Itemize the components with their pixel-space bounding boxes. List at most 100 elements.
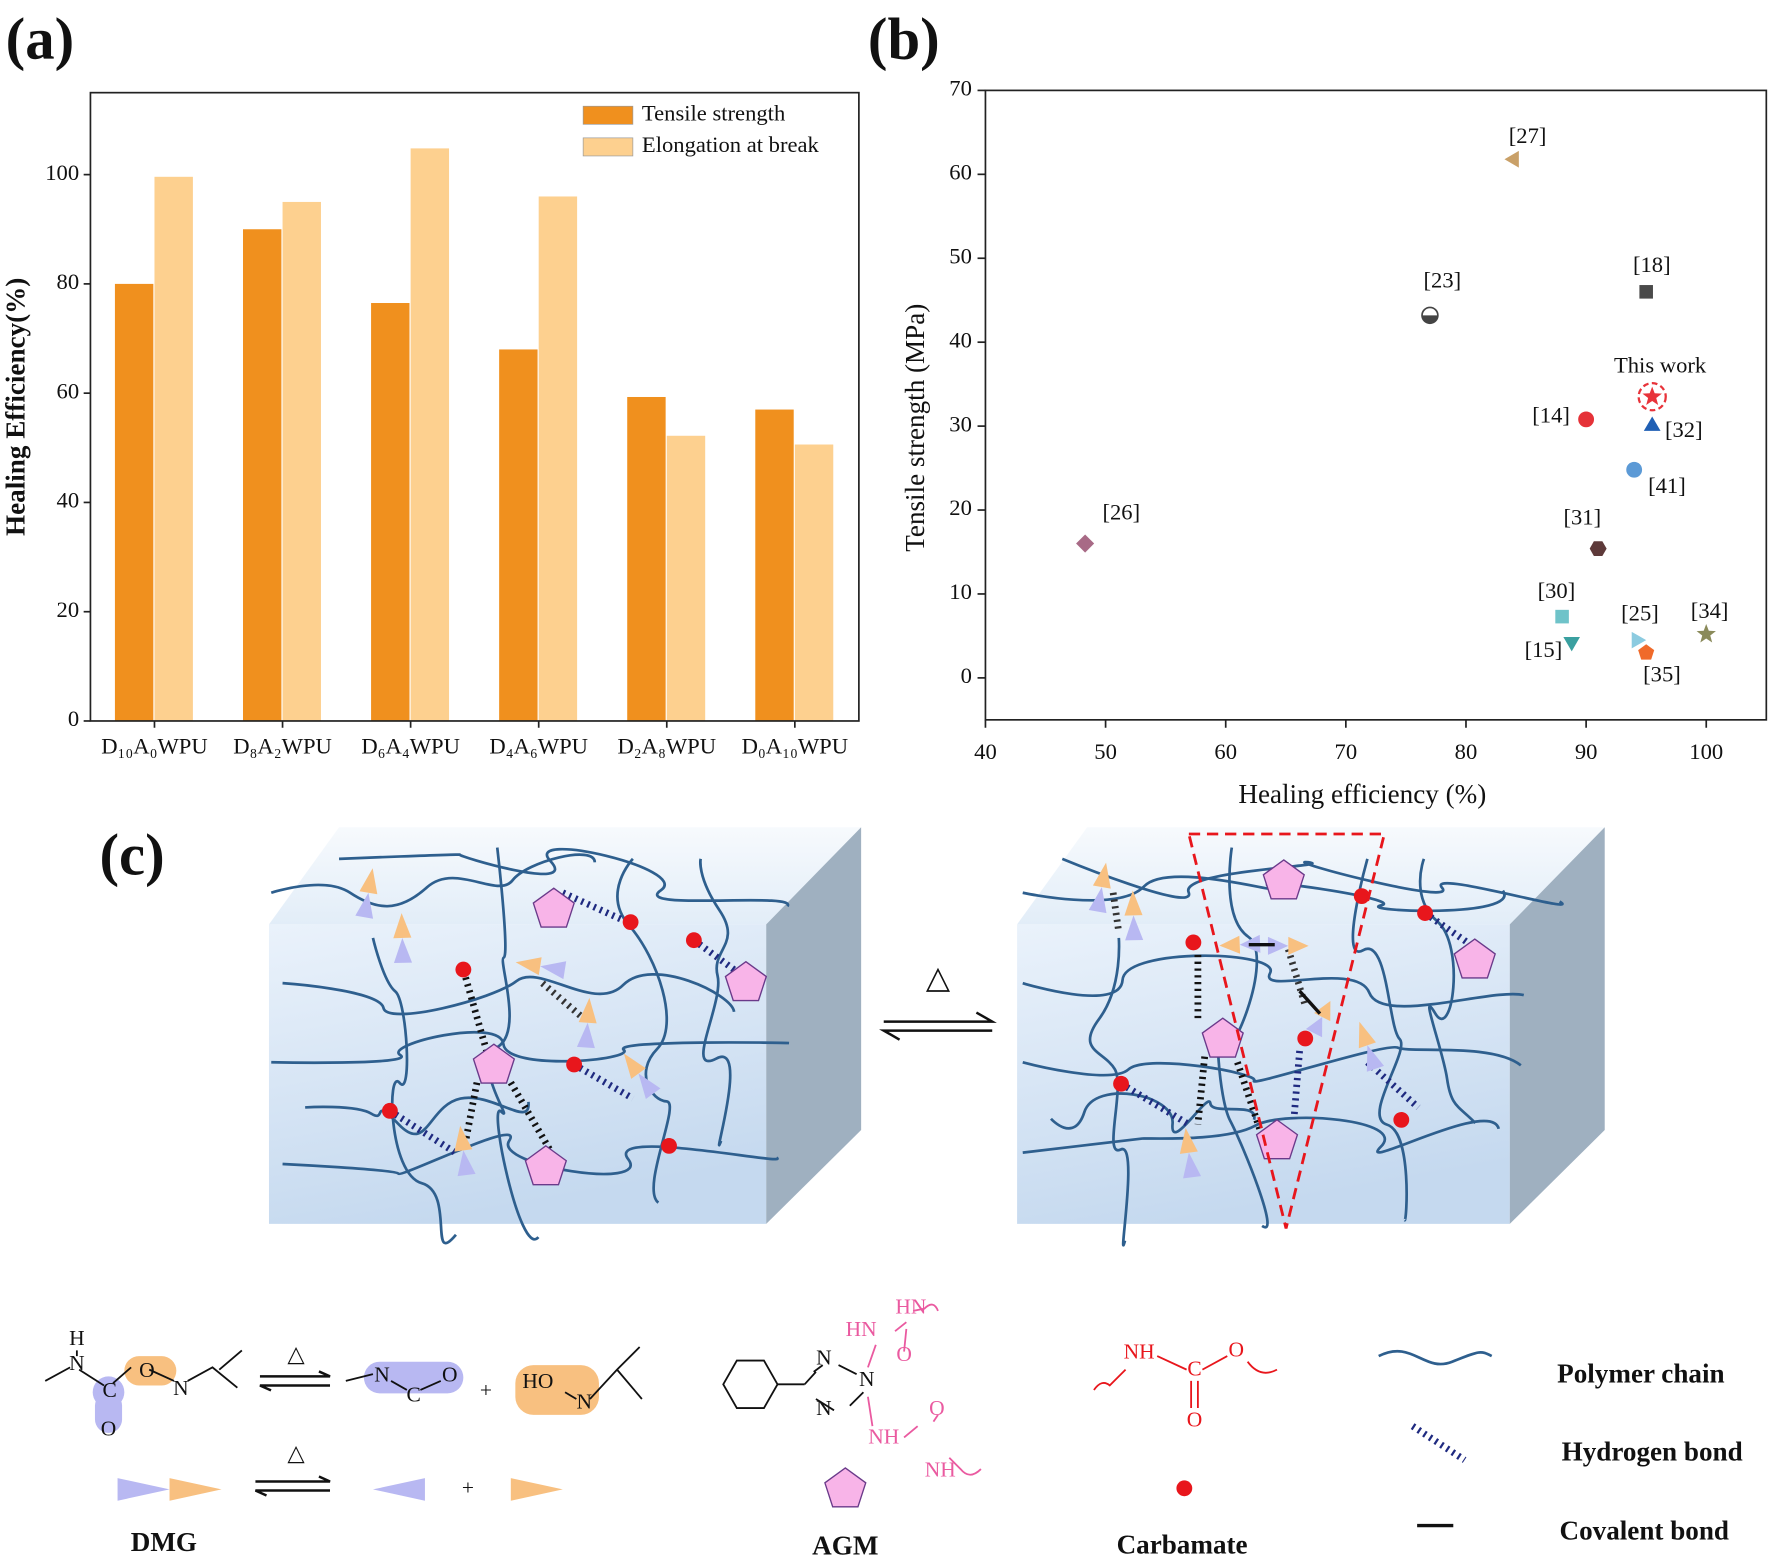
x-tick-label: 40 — [974, 739, 997, 764]
agm-pentagon — [724, 960, 768, 1002]
chem-label: NH — [1124, 1340, 1155, 1364]
bar — [538, 196, 578, 721]
dmg-half — [169, 1478, 222, 1501]
bond-lines — [777, 1364, 865, 1412]
hydrogen-bond — [1365, 1059, 1421, 1110]
heat-symbol: △ — [926, 960, 951, 995]
bar — [114, 283, 154, 721]
point-label: [23] — [1424, 268, 1462, 293]
agm-pentagon — [1201, 1017, 1244, 1058]
equilibrium-arrow — [259, 1384, 331, 1392]
point-label: [15] — [1525, 637, 1563, 662]
chem-label: N — [374, 1362, 390, 1386]
carbamate-dot — [381, 1102, 398, 1119]
interaction — [540, 980, 585, 1020]
chem-label: H — [69, 1326, 85, 1350]
agm-pentagon — [1255, 1119, 1299, 1160]
y-tick-label: 30 — [949, 411, 972, 436]
hydrogen-bond — [572, 1061, 635, 1102]
y-tick-label: 20 — [949, 495, 972, 520]
dmg-half — [457, 1150, 476, 1177]
highlight-blob — [515, 1365, 599, 1415]
chem-label: C — [406, 1383, 420, 1407]
carbamate-dot — [1417, 905, 1433, 921]
y-tick-label: 0 — [961, 663, 972, 688]
covalent-bond — [1298, 989, 1322, 1015]
point — [1631, 631, 1647, 649]
bond-lines — [44, 1349, 243, 1389]
chem-label: N — [816, 1345, 832, 1369]
chem-label: + — [480, 1378, 492, 1402]
dmg-half — [1092, 862, 1111, 889]
chem-label: O — [929, 1396, 945, 1420]
chem-label: HN — [846, 1317, 878, 1341]
benzene — [722, 1359, 779, 1409]
legend-swatch — [582, 137, 634, 157]
dmg-half — [1267, 936, 1289, 955]
chem-label: O — [1229, 1337, 1245, 1361]
x-tick-label: D₁₀A₀WPU — [101, 733, 207, 758]
x-tick-label: 50 — [1094, 739, 1117, 764]
crack-outline — [1187, 832, 1387, 1229]
y-tick-label: 10 — [949, 579, 972, 604]
bond-lines — [867, 1303, 982, 1476]
species-label: AGM — [812, 1530, 878, 1560]
dmg-half — [393, 913, 412, 939]
highlight-blob — [94, 1392, 123, 1433]
point-label: [31] — [1563, 504, 1601, 529]
chem-label: N — [816, 1396, 832, 1420]
chem-label: NH — [925, 1457, 956, 1481]
point — [1643, 416, 1661, 431]
bar — [410, 148, 450, 721]
bond-lines — [345, 1346, 643, 1400]
point — [1555, 609, 1569, 624]
panel-label: (b) — [868, 7, 940, 72]
chem-label: O — [442, 1362, 458, 1386]
x-tick-label: D₄A₆WPU — [489, 733, 588, 758]
hydrogen-bond — [1423, 910, 1472, 947]
dmg-half — [372, 1478, 425, 1501]
chem-label: C — [102, 1378, 116, 1402]
point-label: [27] — [1509, 123, 1547, 148]
plot-frame — [984, 89, 1768, 721]
point-half — [1422, 315, 1438, 324]
point-label: [41] — [1648, 473, 1686, 498]
polymer-chain — [305, 1096, 530, 1136]
dmg-half — [1179, 1128, 1198, 1154]
bar — [371, 303, 410, 721]
interaction — [1194, 1056, 1209, 1125]
bar — [755, 409, 794, 721]
polymer-chain — [616, 857, 672, 1204]
legend-label: Tensile strength — [642, 100, 785, 125]
polymer-chain — [1022, 1045, 1522, 1083]
x-tick-label: D₂A₈WPU — [617, 733, 716, 758]
dmg-half — [1288, 936, 1309, 955]
y-axis-label: Healing Efficiency(%) — [0, 278, 30, 536]
dmg-half — [1183, 1152, 1202, 1179]
chem-label: NH — [868, 1424, 899, 1448]
point-label: [18] — [1633, 252, 1671, 277]
hydrogen-bond — [1410, 1423, 1467, 1463]
point — [1696, 624, 1716, 643]
legend-label: Hydrogen bond — [1562, 1437, 1743, 1467]
dmg-half — [359, 868, 378, 895]
legend-label: Covalent bond — [1560, 1516, 1729, 1546]
agm-pentagon — [472, 1043, 516, 1084]
y-tick-label: 70 — [949, 76, 972, 101]
y-tick-label: 40 — [949, 327, 972, 352]
y-tick-label: 100 — [45, 160, 79, 185]
x-tick-label: 60 — [1214, 739, 1237, 764]
dmg-half — [1358, 1021, 1376, 1049]
legend-swatch — [582, 105, 634, 125]
point — [1638, 644, 1655, 660]
polymer-chain — [1049, 1092, 1256, 1134]
carbamate-dot — [455, 961, 472, 978]
polymer-chain — [699, 858, 732, 1147]
polymer-chain — [1378, 1349, 1493, 1366]
chem-label: N — [859, 1367, 875, 1391]
point-label: [32] — [1665, 417, 1703, 442]
plot-frame — [89, 91, 860, 722]
legend-label: Elongation at break — [642, 132, 820, 157]
box-side — [766, 827, 862, 1224]
polymer-chain — [271, 1030, 790, 1065]
